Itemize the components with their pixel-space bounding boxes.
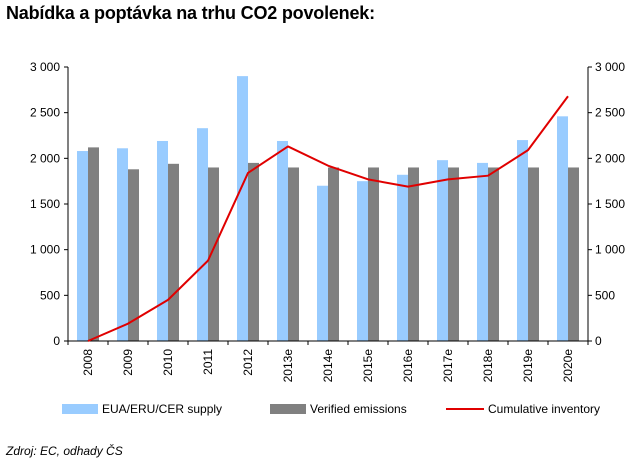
y-tick-label-right: 1 500: [595, 197, 625, 211]
legend-emissions-label: Verified emissions: [310, 402, 407, 416]
x-tick-label-2019e: 2019e: [521, 349, 535, 383]
x-tick-label-2010: 2010: [161, 349, 175, 376]
supply-bar-2010: [157, 140, 168, 341]
emissions-bar-2010: [168, 163, 179, 341]
plot-area: 0 0 500 500 1 000 1 000 1 500 1 500 2 000 2 000 2 …: [30, 60, 625, 382]
emissions-bar-2013e: [288, 167, 299, 341]
supply-bar-2009: [117, 148, 128, 341]
emissions-bar-2018e: [488, 167, 499, 341]
emissions-bar-2015e: [368, 167, 379, 341]
legend-inventory-label: Cumulative inventory: [488, 402, 600, 416]
y-tick-label-left: 2 500: [30, 106, 60, 120]
x-tick-label-2012: 2012: [241, 349, 255, 376]
emissions-bar-2016e: [408, 167, 419, 341]
emissions-bar-2009: [128, 169, 139, 341]
emissions-bar-2011: [208, 167, 219, 341]
x-tick-label-2020e: 2020e: [561, 349, 575, 383]
supply-bar-2013e: [277, 140, 288, 341]
y-tick-label-left: 1 500: [30, 197, 60, 211]
x-tick-label-2009: 2009: [121, 349, 135, 376]
y-tick-label-left: 1 000: [30, 243, 60, 257]
x-tick-label-2016e: 2016e: [401, 349, 415, 383]
supply-bar-2014e: [317, 185, 328, 341]
supply-bar-2011: [197, 128, 208, 341]
emissions-bar-2017e: [448, 167, 459, 341]
supply-bar-2016e: [397, 174, 408, 341]
x-tick-label-2017e: 2017e: [441, 349, 455, 383]
x-tick-label-2013e: 2013e: [281, 349, 295, 383]
supply-demand-chart: 0 0 500 500 1 000 1 000 1 500 1 500 2 000 2 000 2 …: [30, 60, 625, 416]
y-tick-label-left: 0: [53, 334, 60, 348]
y-tick-label-right: 500: [595, 288, 615, 302]
x-tick-label-2018e: 2018e: [481, 349, 495, 383]
y-tick-label-right: 0: [595, 334, 602, 348]
supply-bar-2018e: [477, 162, 488, 341]
y-tick-label-right: 3 000: [595, 60, 625, 74]
y-tick-label-right: 2 000: [595, 151, 625, 165]
y-tick-label-left: 3 000: [30, 60, 60, 74]
y-tick-label-left: 2 000: [30, 151, 60, 165]
emissions-bar-2019e: [528, 167, 539, 341]
legend-supply-swatch: [62, 404, 98, 414]
cumulative-inventory-line: [87, 95, 569, 342]
chart-legend: EUA/ERU/CER supply Verified emissions Cumu…: [62, 402, 600, 416]
emissions-bar-2008: [88, 147, 99, 341]
supply-bar-2008: [77, 151, 88, 341]
y-tick-label-right: 1 000: [595, 243, 625, 257]
chart-title: Nabídka a poptávka na trhu CO2 povolenek…: [6, 3, 375, 23]
x-tick-label-2014e: 2014e: [321, 349, 335, 383]
source-note: Zdroj: EC, odhady ČS: [6, 444, 123, 458]
legend-supply-label: EUA/ERU/CER supply: [102, 402, 222, 416]
y-tick-label-left: 500: [40, 288, 60, 302]
supply-bar-2015e: [357, 181, 368, 341]
emissions-bar-2014e: [328, 167, 339, 341]
x-tick-label-2008: 2008: [81, 349, 95, 376]
emissions-bar-2020e: [568, 167, 579, 341]
emissions-bar-2012: [248, 162, 259, 341]
legend-emissions-swatch: [270, 404, 306, 414]
y-tick-label-right: 2 500: [595, 106, 625, 120]
supply-bar-2012: [237, 76, 248, 341]
supply-bar-2017e: [437, 160, 448, 341]
supply-bar-2019e: [517, 140, 528, 341]
x-tick-label-2015e: 2015e: [361, 349, 375, 383]
x-tick-label-2011: 2011: [201, 349, 215, 375]
supply-bar-2020e: [557, 116, 568, 341]
